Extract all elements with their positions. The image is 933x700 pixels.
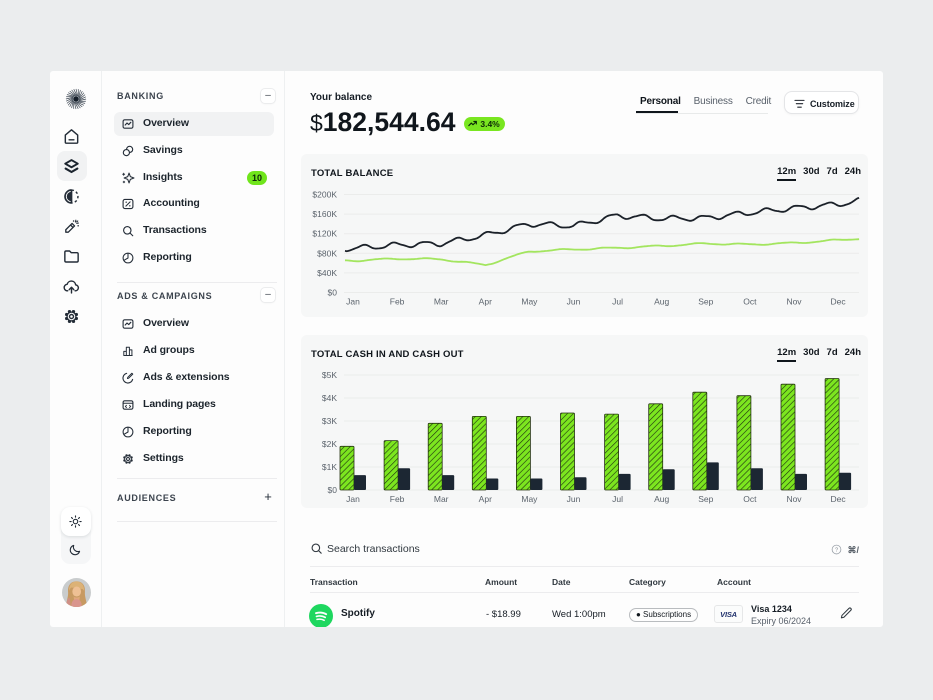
svg-text:?: ? (835, 547, 838, 553)
svg-text:$80K: $80K (317, 248, 337, 258)
svg-text:$3K: $3K (322, 416, 337, 426)
svg-text:May: May (521, 494, 538, 504)
svg-text:May: May (521, 297, 538, 307)
svg-text:$0: $0 (328, 288, 338, 298)
svg-text:Dec: Dec (831, 494, 847, 504)
svg-text:Mar: Mar (434, 494, 449, 504)
svg-text:Jul: Jul (612, 297, 623, 307)
svg-text:Oct: Oct (743, 297, 757, 307)
svg-text:Aug: Aug (654, 297, 669, 307)
svg-text:$40K: $40K (317, 268, 337, 278)
svg-text:Dec: Dec (831, 297, 847, 307)
svg-text:$200K: $200K (312, 190, 337, 200)
svg-text:Apr: Apr (479, 297, 492, 307)
svg-text:Aug: Aug (654, 494, 669, 504)
svg-text:$5K: $5K (322, 370, 337, 380)
svg-text:Jun: Jun (567, 297, 581, 307)
svg-text:$2K: $2K (322, 439, 337, 449)
svg-text:Jun: Jun (567, 494, 581, 504)
svg-text:$4K: $4K (322, 393, 337, 403)
svg-text:Oct: Oct (743, 494, 757, 504)
svg-text:Jan: Jan (346, 297, 360, 307)
svg-text:Nov: Nov (786, 494, 802, 504)
svg-text:Sep: Sep (698, 494, 713, 504)
svg-text:Nov: Nov (786, 297, 802, 307)
svg-text:Feb: Feb (390, 494, 405, 504)
svg-text:Jan: Jan (346, 494, 360, 504)
svg-text:Mar: Mar (434, 297, 449, 307)
svg-text:Sep: Sep (698, 297, 713, 307)
svg-text:$1K: $1K (322, 462, 337, 472)
svg-text:Feb: Feb (390, 297, 405, 307)
svg-text:$0: $0 (328, 485, 338, 495)
svg-text:Jul: Jul (612, 494, 623, 504)
svg-text:Apr: Apr (479, 494, 492, 504)
svg-text:$160K: $160K (312, 209, 337, 219)
svg-text:$120K: $120K (312, 229, 337, 239)
